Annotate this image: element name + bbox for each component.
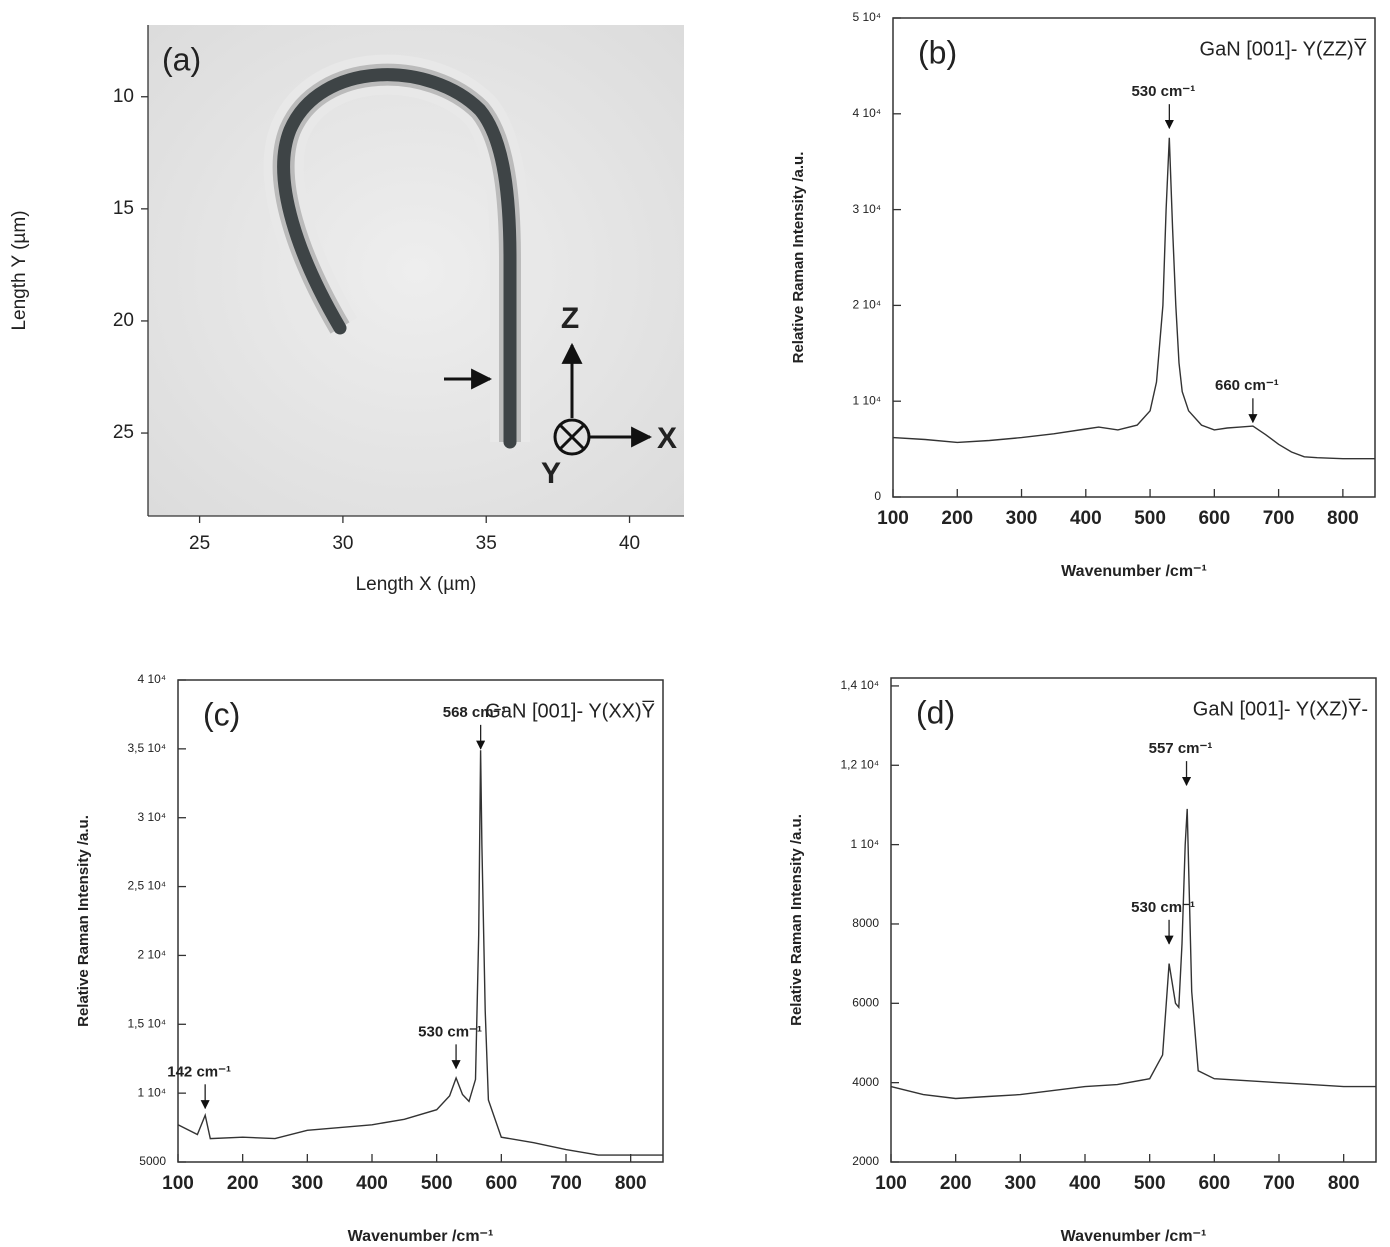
y-tick-label: 1 10⁴ <box>137 1085 166 1099</box>
y-tick-label: 2 10⁴ <box>852 298 881 312</box>
x-tick-label: 35 <box>476 533 497 554</box>
annotation: 142 cm⁻¹ <box>167 1063 231 1080</box>
x-tick-label: 200 <box>940 1173 972 1194</box>
y-tick-label: 2 10⁴ <box>137 948 166 962</box>
annotation: 568 cm⁻¹ <box>443 704 507 721</box>
plot-frame <box>890 677 1377 1163</box>
panel-label: (b) <box>918 34 957 70</box>
y-tick-label: 6000 <box>852 995 879 1009</box>
x-tick-label: 800 <box>615 1173 647 1194</box>
x-tick-label: 300 <box>1006 508 1038 529</box>
axis-glyph: X <box>657 422 677 455</box>
y-tick-label: 1 10⁴ <box>852 393 881 407</box>
x-axis-label: Wavenumber /cm⁻¹ <box>1061 563 1207 580</box>
x-tick-label: 700 <box>1263 508 1295 529</box>
x-tick-label: 600 <box>1198 508 1230 529</box>
chart-title: GaN [001]- Y(XZ)Y̅- <box>1193 697 1368 720</box>
x-tick-label: 100 <box>877 508 909 529</box>
annotation: 530 cm⁻¹ <box>1131 83 1195 100</box>
x-tick-label: 500 <box>1134 1173 1166 1194</box>
y-tick-label: 8000 <box>852 916 879 930</box>
annotation: 557 cm⁻¹ <box>1149 740 1213 757</box>
x-tick-label: 200 <box>941 508 973 529</box>
x-tick-label: 700 <box>550 1173 582 1194</box>
y-axis-label: Length Y (µm) <box>9 210 30 330</box>
panel-label: (d) <box>916 694 955 730</box>
axis-glyph: Y <box>541 457 561 490</box>
x-axis-label: Wavenumber /cm⁻¹ <box>1061 1228 1207 1245</box>
y-tick-label: 25 <box>113 422 134 443</box>
annotation: 530 cm⁻¹ <box>418 1023 482 1040</box>
y-tick-label: 1,5 10⁴ <box>127 1016 166 1030</box>
chart-title: GaN [001]- Y(XX)Y̅ <box>485 699 655 722</box>
panel-label: (a) <box>162 41 201 77</box>
y-tick-label: 4 10⁴ <box>852 106 881 120</box>
x-tick-label: 300 <box>1004 1173 1036 1194</box>
y-tick-label: 1,2 10⁴ <box>840 757 879 771</box>
into-page-symbol <box>558 423 586 451</box>
x-axis-label: Length X (µm) <box>356 574 477 595</box>
annotation: 530 cm⁻¹ <box>1131 899 1195 916</box>
y-tick-label: 20 <box>113 310 134 331</box>
x-tick-label: 200 <box>227 1173 259 1194</box>
panel-label: (c) <box>203 696 240 732</box>
micrograph-background <box>148 25 684 516</box>
micrograph: Z X Y <box>148 25 684 516</box>
x-tick-label: 25 <box>189 533 210 554</box>
x-tick-label: 500 <box>1134 508 1166 529</box>
x-tick-label: 800 <box>1327 508 1359 529</box>
x-tick-label: 600 <box>1198 1173 1230 1194</box>
plot-frame <box>177 679 664 1163</box>
chart-title: GaN [001]- Y(ZZ)Y̅ <box>1200 37 1367 60</box>
x-tick-label: 500 <box>421 1173 453 1194</box>
y-axis-label: Relative Raman Intensity /a.u. <box>788 814 805 1026</box>
y-tick-label: 2000 <box>852 1154 879 1168</box>
spectrum-line <box>892 137 1375 460</box>
x-tick-label: 400 <box>1070 508 1102 529</box>
y-tick-label: 5000 <box>139 1154 166 1168</box>
x-tick-label: 100 <box>875 1173 907 1194</box>
y-tick-label: 10 <box>113 86 134 107</box>
y-tick-label: 4 10⁴ <box>137 672 166 686</box>
nanowire <box>277 68 517 449</box>
spectrum-line <box>890 808 1376 1100</box>
x-tick-label: 400 <box>356 1173 388 1194</box>
x-tick-label: 30 <box>332 533 353 554</box>
x-tick-label: 600 <box>485 1173 517 1194</box>
plot-frame <box>892 17 1376 498</box>
x-tick-label: 40 <box>619 533 640 554</box>
y-tick-label: 1,4 10⁴ <box>840 678 879 692</box>
x-tick-label: 300 <box>291 1173 323 1194</box>
x-tick-label: 700 <box>1263 1173 1295 1194</box>
y-axis-label: Relative Raman Intensity /a.u. <box>790 152 807 364</box>
x-tick-label: 400 <box>1069 1173 1101 1194</box>
x-tick-label: 100 <box>162 1173 194 1194</box>
y-tick-label: 4000 <box>852 1075 879 1089</box>
y-tick-label: 15 <box>113 198 134 219</box>
annotation: 660 cm⁻¹ <box>1215 377 1279 394</box>
y-tick-label: 2,5 10⁴ <box>127 879 166 893</box>
y-tick-label: 1 10⁴ <box>850 837 879 851</box>
y-tick-label: 3 10⁴ <box>137 810 166 824</box>
y-axis-label: Relative Raman Intensity /a.u. <box>75 815 92 1027</box>
y-tick-label: 3 10⁴ <box>852 202 881 216</box>
x-axis-label: Wavenumber /cm⁻¹ <box>348 1228 494 1245</box>
spectrum-line <box>177 750 663 1156</box>
y-tick-label: 0 <box>874 489 881 503</box>
axis-glyph: Z <box>561 302 579 335</box>
into-page-symbol <box>553 418 591 456</box>
y-tick-label: 3,5 10⁴ <box>127 741 166 755</box>
y-tick-label: 5 10⁴ <box>852 10 881 24</box>
x-tick-label: 800 <box>1328 1173 1360 1194</box>
